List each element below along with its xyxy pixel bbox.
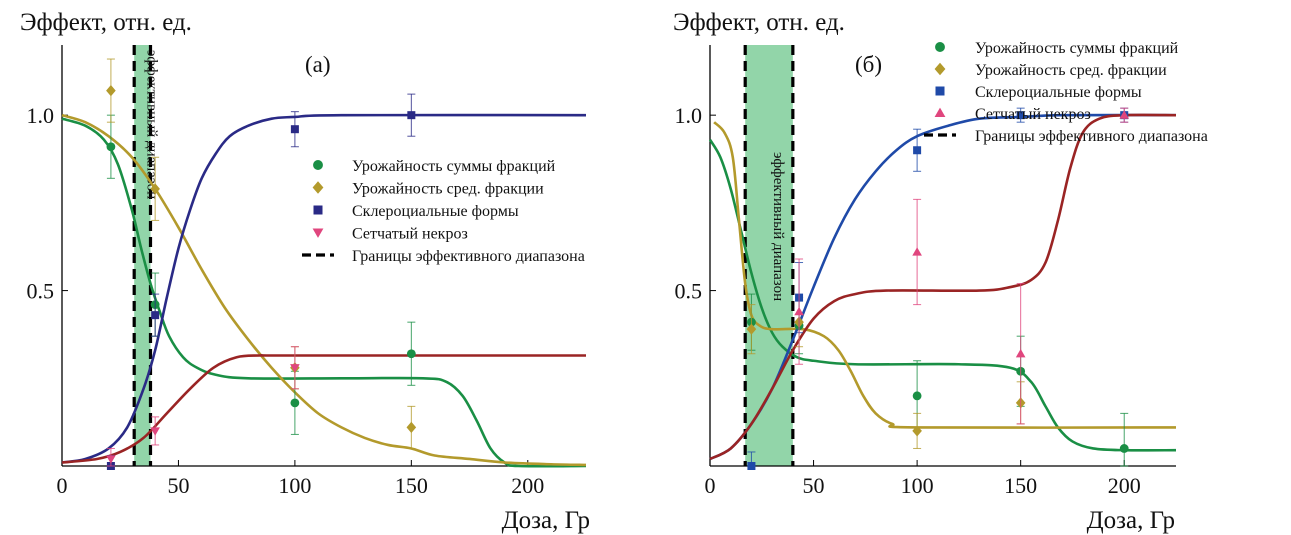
legend-label: Сетчатый некроз xyxy=(975,106,1091,123)
x-tick-label: 50 xyxy=(803,473,825,498)
legend-marker xyxy=(935,42,945,52)
y-tick-label: 1.0 xyxy=(675,103,703,128)
y-tick-label: 0.5 xyxy=(675,279,703,304)
legend-marker xyxy=(312,181,324,194)
panel-label: (а) xyxy=(305,52,331,77)
y-axis-label: Эффект, отн. ед. xyxy=(20,9,192,36)
data-point xyxy=(746,323,757,335)
x-axis-label: Доза, Гр xyxy=(502,507,590,534)
legend-label: Склероциальные формы xyxy=(975,84,1142,101)
data-point xyxy=(150,183,160,195)
series-curve xyxy=(709,113,1177,461)
data-point xyxy=(290,364,300,373)
data-point xyxy=(407,111,416,120)
data-point xyxy=(150,427,160,436)
series-curve xyxy=(61,117,587,468)
data-point xyxy=(747,462,756,470)
legend-marker xyxy=(935,86,945,96)
band-label: эффективный диапазон xyxy=(770,152,786,301)
x-tick-label: 100 xyxy=(901,473,934,498)
legend-marker xyxy=(312,228,324,238)
data-point xyxy=(290,125,299,134)
data-point xyxy=(1119,110,1130,119)
legend-label: Границы эффективного диапазона xyxy=(352,248,585,265)
legend-label: Урожайность суммы фракций xyxy=(975,40,1179,57)
data-point xyxy=(106,455,116,464)
legend-label: Границы эффективного диапазона xyxy=(975,128,1208,145)
data-point xyxy=(794,306,804,316)
x-tick-label: 150 xyxy=(395,473,428,498)
data-point xyxy=(151,311,160,320)
legend-label: Сетчатый некроз xyxy=(352,226,468,243)
legend-label: Склероциальные формы xyxy=(352,203,519,220)
data-point xyxy=(1016,111,1025,120)
legend-label: Урожайность суммы фракций xyxy=(352,158,556,175)
x-tick-label: 150 xyxy=(1004,473,1037,498)
data-point xyxy=(406,421,417,434)
data-point xyxy=(106,142,116,152)
x-tick-label: 200 xyxy=(1108,473,1141,498)
y-tick-label: 1.0 xyxy=(27,103,55,128)
data-point xyxy=(912,391,922,401)
panel-b: Эффект, отн. ед. Доза, Гр (б) эффективны… xyxy=(673,9,1208,534)
x-tick-label: 100 xyxy=(278,473,311,498)
legend-label: Урожайность сред. фракции xyxy=(352,181,544,198)
data-point xyxy=(406,349,416,359)
legend-marker xyxy=(934,107,946,118)
legend-marker xyxy=(313,205,323,215)
y-tick-label: 0.5 xyxy=(27,279,55,304)
data-point xyxy=(913,146,922,155)
panel-a: Эффект, отн. ед. Доза, Гр (а) эффективны… xyxy=(20,9,590,534)
data-point xyxy=(1119,444,1129,453)
x-axis-label: Доза, Гр xyxy=(1087,507,1175,534)
series-curve xyxy=(61,354,586,464)
series-curve xyxy=(713,121,1177,429)
legend-marker xyxy=(313,160,323,170)
x-tick-label: 50 xyxy=(167,473,189,498)
data-point xyxy=(290,398,300,408)
data-point xyxy=(912,247,922,256)
x-tick-label: 200 xyxy=(511,473,544,498)
x-tick-label: 0 xyxy=(705,473,716,498)
panel-label: (б) xyxy=(855,52,882,77)
x-tick-label: 0 xyxy=(57,473,68,498)
legend-label: Урожайность сред. фракции xyxy=(975,62,1167,79)
y-axis-label: Эффект, отн. ед. xyxy=(673,9,845,36)
legend-marker xyxy=(934,62,946,76)
data-point xyxy=(912,425,922,437)
data-point xyxy=(106,85,116,97)
series-curve xyxy=(708,139,1177,452)
data-point xyxy=(1015,348,1026,358)
